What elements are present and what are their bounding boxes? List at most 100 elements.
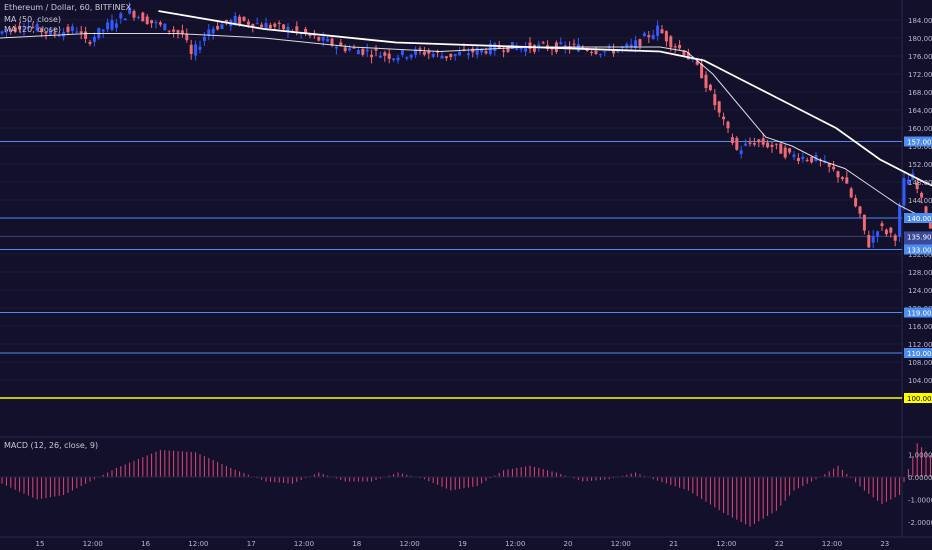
time-tick-label: 12:00 <box>822 540 842 548</box>
candle-body <box>207 29 211 36</box>
candle-body <box>678 44 682 49</box>
level-price-label: 140.00 <box>907 215 932 223</box>
candle-body <box>233 15 237 24</box>
price-tick-label: 180.00 <box>908 35 932 43</box>
candle-body <box>730 137 734 144</box>
candle-body <box>150 20 154 24</box>
candle-body <box>167 30 171 32</box>
candle-body <box>321 36 325 41</box>
macd-tick-label: -1.0000 <box>908 497 932 505</box>
candle-body <box>409 54 413 58</box>
candle-body <box>119 13 123 19</box>
level-price-label-box <box>904 213 932 223</box>
candle-body <box>194 44 198 56</box>
time-tick-label: 12:00 <box>716 540 736 548</box>
candle-body <box>660 29 664 34</box>
candle-body <box>70 26 74 32</box>
candle-body <box>185 33 189 41</box>
candle-body <box>836 171 840 178</box>
candle-body <box>656 25 660 36</box>
candle-body <box>123 18 127 21</box>
candle-body <box>480 48 484 53</box>
candle-body <box>849 188 853 198</box>
candle-body <box>805 159 809 161</box>
candle-body <box>572 43 576 45</box>
candle-body <box>792 154 796 158</box>
candle-body <box>471 48 475 53</box>
macd-legend: MACD (12, 26, close, 9) <box>4 441 99 450</box>
level-price-label-box <box>904 244 932 255</box>
price-tick-label: 160.00 <box>908 125 932 133</box>
candle-body <box>497 46 501 49</box>
candle-body <box>466 53 470 55</box>
candle-body <box>862 214 866 231</box>
candle-body <box>84 31 88 39</box>
candle-body <box>400 50 404 55</box>
level-price-label-box <box>904 307 932 318</box>
candle-body <box>106 22 110 30</box>
price-tick-label: 104.00 <box>908 377 932 385</box>
time-tick-label: 20 <box>564 540 573 548</box>
candle-body <box>48 29 52 35</box>
candle-body <box>889 227 893 233</box>
candle-body <box>924 206 928 218</box>
candle-body <box>92 36 96 42</box>
candle-body <box>440 55 444 59</box>
symbol-legend: Ethereum / Dollar, 60, BITFINEX <box>4 3 132 12</box>
candle-body <box>339 42 343 46</box>
candle-body <box>458 51 462 56</box>
price-tick-label: 144.00 <box>908 197 932 205</box>
candle-body <box>884 229 888 235</box>
candle-body <box>365 49 369 52</box>
candle-body <box>180 30 184 34</box>
macd-tick-label: 0.0000 <box>908 474 932 482</box>
candle-body <box>88 41 92 44</box>
candle-body <box>906 179 910 185</box>
candle-body <box>651 34 655 39</box>
candle-body <box>396 57 400 61</box>
candle-body <box>114 23 118 28</box>
candle-body <box>647 35 651 38</box>
candle-body <box>871 236 875 243</box>
candle-body <box>642 33 646 37</box>
candle-body <box>4 30 8 33</box>
candle-body <box>603 51 607 53</box>
price-tick-label: 152.00 <box>908 161 932 169</box>
candle-body <box>810 156 814 163</box>
candle-body <box>634 40 638 49</box>
candle-body <box>827 163 831 167</box>
candle-body <box>220 24 224 29</box>
candle-body <box>858 206 862 214</box>
candle-body <box>392 58 396 61</box>
candle-body <box>920 192 924 198</box>
candle-body <box>717 101 721 113</box>
candle-body <box>449 53 453 58</box>
price-tick-label: 176.00 <box>908 53 932 61</box>
candle-body <box>695 61 699 65</box>
macd-tick-label: -2.0000 <box>908 519 932 527</box>
price-tick-label: 156.00 <box>908 143 932 151</box>
candle-body <box>418 48 422 50</box>
candle-body <box>273 23 277 27</box>
candle-body <box>726 121 730 129</box>
candle-body <box>128 7 132 14</box>
candle-body <box>242 16 246 21</box>
candle-body <box>735 137 739 150</box>
candle-body <box>251 23 255 28</box>
candle-body <box>704 74 708 88</box>
candle-body <box>40 28 44 33</box>
candle-body <box>713 94 717 106</box>
price-tick-label: 164.00 <box>908 107 932 115</box>
candle-body <box>796 157 800 161</box>
time-tick-label: 21 <box>669 540 678 548</box>
candle-body <box>444 56 448 59</box>
candle-body <box>739 150 743 155</box>
candle-body <box>163 23 167 31</box>
candle-body <box>405 57 409 59</box>
candle-body <box>876 231 880 237</box>
candle-body <box>356 50 360 55</box>
level-price-label-box <box>904 136 932 147</box>
candle-body <box>898 205 902 237</box>
candle-body <box>308 34 312 36</box>
